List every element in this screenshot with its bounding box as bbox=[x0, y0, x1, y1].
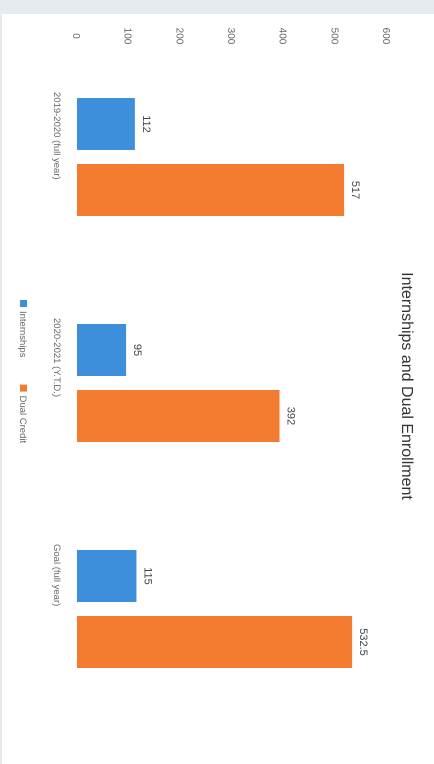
x-category-label: 2019-2020 (full year) bbox=[51, 92, 62, 180]
y-tick-label: 600 bbox=[380, 28, 391, 45]
bar-value-label: 95 bbox=[131, 344, 143, 356]
x-axis-category-labels: 2019-2020 (full year) 2020-2021 (Y.T.D.) G… bbox=[51, 92, 62, 606]
legend-swatch bbox=[20, 384, 27, 392]
bar-dual-credit bbox=[77, 164, 345, 216]
rotated-chart-group: Internships and Dual Enrollment 0 100 200 3… bbox=[17, 28, 415, 668]
legend-label: Internships bbox=[17, 311, 28, 358]
bar-value-label: 115 bbox=[141, 567, 153, 585]
bar-internships bbox=[77, 98, 135, 150]
bar-value-label: 532.5 bbox=[357, 628, 369, 656]
chart-title: Internships and Dual Enrollment bbox=[398, 272, 415, 500]
y-tick-label: 0 bbox=[70, 33, 81, 39]
legend-swatch bbox=[20, 300, 27, 307]
bar-dual-credit bbox=[77, 390, 280, 442]
x-category-label: Goal (full year) bbox=[51, 544, 62, 606]
x-category-label: 2020-2021 (Y.T.D.) bbox=[51, 318, 62, 397]
bar-value-label: 392 bbox=[285, 407, 297, 425]
y-tick-label: 400 bbox=[277, 28, 288, 45]
bar-dual-credit bbox=[77, 616, 353, 668]
bar-internships bbox=[76, 550, 137, 602]
bar-value-label: 517 bbox=[349, 181, 361, 199]
bar-internships bbox=[77, 324, 127, 376]
bar-value-label: 112 bbox=[140, 115, 152, 133]
y-tick-label: 200 bbox=[173, 28, 184, 45]
y-tick-label: 500 bbox=[328, 28, 339, 45]
y-axis-tick-labels: 0 100 200 300 400 500 600 bbox=[70, 28, 391, 45]
legend: Internships Dual Credit bbox=[17, 300, 28, 443]
legend-label: Dual Credit bbox=[17, 396, 28, 444]
y-tick-label: 300 bbox=[225, 28, 236, 45]
y-tick-label: 100 bbox=[122, 28, 133, 45]
bars: 112 517 95 392 115 532.5 bbox=[76, 98, 369, 668]
